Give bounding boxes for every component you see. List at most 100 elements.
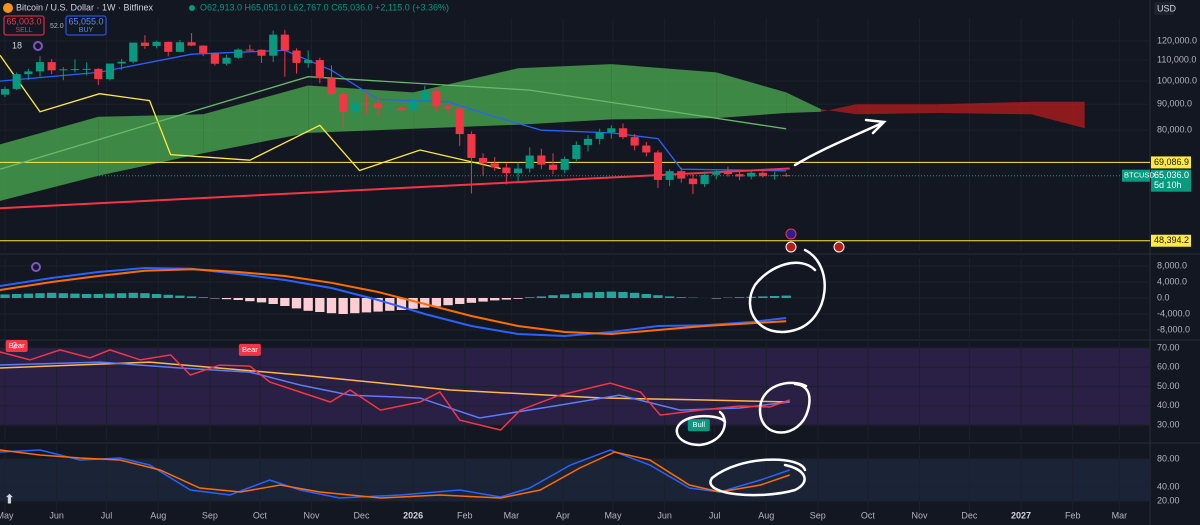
candle-body xyxy=(560,158,569,170)
symbol-icon[interactable] xyxy=(3,3,13,13)
sell-label[interactable]: SELL xyxy=(15,27,32,34)
histogram-bar xyxy=(536,296,547,298)
histogram-bar xyxy=(256,298,267,303)
histogram-bar xyxy=(128,292,138,298)
candle-body xyxy=(432,91,441,107)
x-tick-label: Nov xyxy=(911,510,928,520)
y-tick-label: 120,000.0 xyxy=(1157,35,1197,45)
histogram-bar xyxy=(408,298,418,309)
candle-body xyxy=(304,60,313,63)
indicator-icon[interactable] xyxy=(33,41,43,51)
y-tick-label: 20.00 xyxy=(1157,495,1180,505)
line-series xyxy=(0,361,790,403)
x-tick-label: Jul xyxy=(101,510,113,520)
histogram-bar xyxy=(58,293,68,298)
histogram-bar xyxy=(443,298,453,306)
x-tick-label: Jun xyxy=(657,510,672,520)
sell-button[interactable] xyxy=(3,15,45,36)
candle-body xyxy=(747,172,756,177)
candle-body xyxy=(152,41,161,46)
buy-label[interactable]: BUY xyxy=(79,27,94,34)
spread: 52.0 xyxy=(50,23,64,30)
candle-body xyxy=(59,69,68,71)
symbol-title[interactable]: Bitcoin / U.S. Dollar · 1W · Bitfinex xyxy=(16,2,154,12)
histogram-bar xyxy=(303,298,313,311)
drawings xyxy=(675,118,887,497)
x-tick-label: Nov xyxy=(304,510,321,520)
candle-body xyxy=(490,163,499,168)
annotation-box xyxy=(238,343,261,356)
candle-body xyxy=(420,91,429,101)
y-tick-label: 4,000.0 xyxy=(1157,276,1187,286)
candle-body xyxy=(82,68,91,70)
cloud-segment xyxy=(937,101,1032,115)
y-tick-label: 110,000.0 xyxy=(1157,54,1196,64)
y-tick-label: 80,000.0 xyxy=(1157,125,1192,135)
candle-body xyxy=(688,178,698,185)
x-tick-label: 2026 xyxy=(403,510,423,520)
candle-body xyxy=(618,128,628,138)
y-tick-label: -4,000.0 xyxy=(1157,308,1190,318)
candle-body xyxy=(735,174,744,177)
last-price-label: 65,036.0 xyxy=(1154,170,1189,180)
x-tick-label: Oct xyxy=(861,510,876,520)
histogram-bar xyxy=(116,293,127,298)
histogram-bar xyxy=(35,293,45,298)
histogram-bar xyxy=(525,297,535,298)
candle-body xyxy=(478,157,488,164)
histogram-bar xyxy=(350,298,360,314)
buy-price[interactable]: 65,055.0 xyxy=(68,16,103,26)
cloud-segment xyxy=(856,104,938,115)
x-tick-label: Oct xyxy=(253,510,268,520)
y-tick-label: 60.00 xyxy=(1157,362,1180,372)
histogram-bar xyxy=(338,298,348,314)
currency[interactable]: USD xyxy=(1157,3,1177,13)
logo[interactable]: ⬆ xyxy=(4,491,15,506)
histogram-bar xyxy=(373,298,383,312)
candle-body xyxy=(653,152,663,180)
candle-body xyxy=(105,63,115,80)
sell-price[interactable]: 65,003.0 xyxy=(6,16,41,26)
currency-box[interactable] xyxy=(1154,2,1174,15)
cloud-segment xyxy=(786,92,822,113)
histogram-bar xyxy=(396,298,407,310)
price-level-label: 48,394.2 xyxy=(1154,235,1189,245)
candle-body xyxy=(595,132,604,139)
histogram-bar xyxy=(758,296,768,298)
histogram-bar xyxy=(12,294,22,298)
pane-count[interactable]: 3 xyxy=(12,340,17,350)
histogram-bar xyxy=(513,298,523,299)
annotation-box xyxy=(687,419,710,432)
x-tick-label: Mar xyxy=(1112,510,1128,520)
indicator-icon[interactable] xyxy=(31,262,41,272)
x-tick-label: Feb xyxy=(1065,510,1081,520)
symbol-label: BTCUSD xyxy=(1124,171,1155,180)
panes: 80,000.0 90,000.0 100,000.0 110,000.0 120,00… xyxy=(0,18,1197,520)
histogram-bar xyxy=(629,292,640,298)
histogram-bar xyxy=(664,296,675,298)
histogram-bar xyxy=(81,294,92,298)
event-icon[interactable] xyxy=(785,241,797,253)
event-icon[interactable] xyxy=(785,228,797,240)
histogram-bar xyxy=(70,293,80,298)
x-tick-label: Mar xyxy=(504,510,520,520)
drawn-arrow xyxy=(793,118,887,167)
ohlc-readout: O62,913.0 H65,051.0 L62,767.0 C65,036.0 … xyxy=(200,2,449,12)
histogram-bar xyxy=(163,294,173,298)
indicator-count[interactable]: 18 xyxy=(12,40,22,50)
buy-button[interactable] xyxy=(65,15,107,36)
candle-body xyxy=(455,108,464,135)
candle-body xyxy=(129,42,138,62)
x-tick-label: Jul xyxy=(709,510,721,520)
x-tick-label: Sep xyxy=(810,510,826,520)
y-tick-label: 40.00 xyxy=(1157,400,1180,410)
candle-body xyxy=(537,155,546,165)
x-tick-label: May xyxy=(604,510,622,520)
line-series xyxy=(0,361,790,419)
histogram-bar xyxy=(315,298,325,312)
cloud-segment xyxy=(98,114,204,176)
histogram-bar xyxy=(431,298,442,307)
line-series xyxy=(0,349,790,431)
event-icon[interactable] xyxy=(833,241,845,253)
